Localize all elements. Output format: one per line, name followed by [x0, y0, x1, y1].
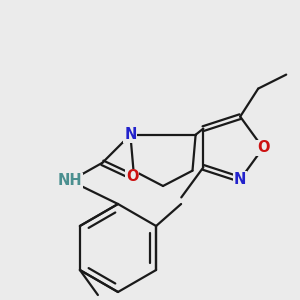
Text: N: N	[234, 172, 246, 187]
Text: N: N	[124, 127, 136, 142]
Text: O: O	[257, 140, 269, 155]
Text: NH: NH	[58, 173, 83, 188]
Text: O: O	[126, 169, 139, 184]
